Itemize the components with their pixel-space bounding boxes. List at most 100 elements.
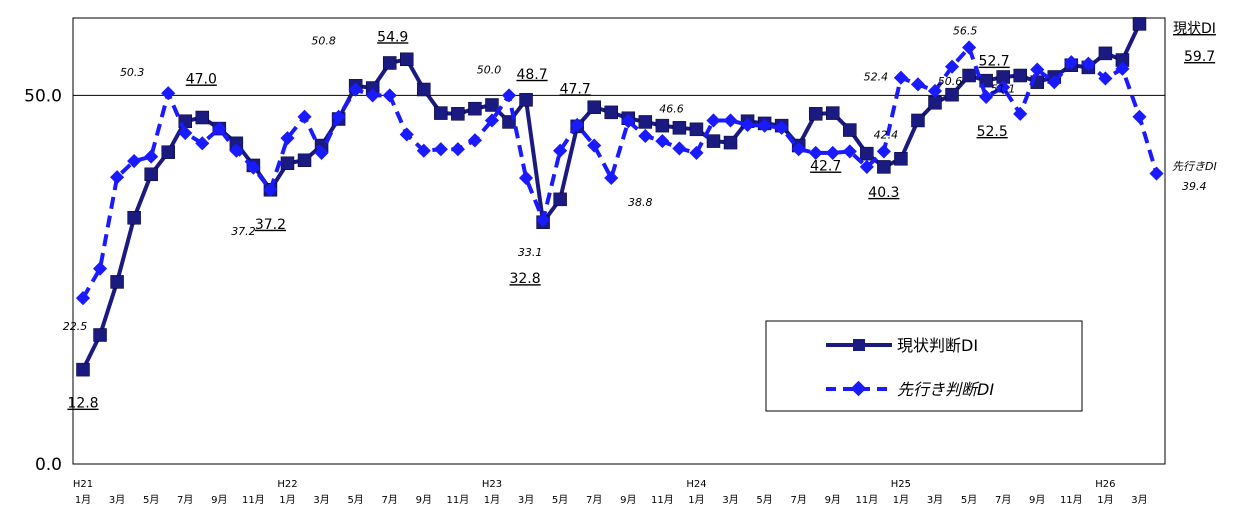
data-point-outlook	[518, 170, 534, 186]
data-label-current: 47.0	[186, 72, 217, 88]
x-tick-month-label: 3月	[927, 494, 943, 506]
data-label-current: 52.5	[977, 124, 1008, 140]
legend: 現状判断DI 先行き判断DI	[765, 320, 1083, 412]
data-point-outlook	[1030, 62, 1045, 77]
y-tick-label: 0.0	[35, 455, 62, 475]
x-tick-month-label: 3月	[109, 494, 125, 506]
x-tick-month-label: 5月	[961, 494, 977, 506]
data-point-outlook	[723, 113, 738, 128]
data-label-outlook: 50.8	[311, 35, 336, 48]
data-point-outlook	[263, 182, 278, 197]
series-line-1	[81, 45, 1159, 300]
x-tick-year-label: H25	[891, 479, 911, 490]
data-point-outlook	[672, 141, 687, 156]
x-tick-month-label: 1月	[279, 494, 295, 506]
x-tick-month-label: 7月	[586, 494, 602, 506]
data-label-outlook: 50.0	[477, 63, 502, 76]
x-tick-month-label: 11月	[1060, 494, 1083, 506]
data-point-outlook	[621, 114, 636, 129]
data-point-current	[451, 107, 465, 121]
data-point-outlook	[1064, 55, 1079, 70]
data-point-outlook	[365, 88, 380, 103]
x-tick-month-label: 1月	[893, 494, 909, 506]
data-label-current: 54.9	[377, 29, 408, 45]
data-label-outlook: 33.1	[518, 246, 543, 259]
end-label-outlook-value: 39.4	[1182, 180, 1207, 193]
data-point-current	[808, 107, 823, 121]
y-tick-label: 50.0	[24, 86, 62, 106]
data-point-current	[1098, 46, 1113, 61]
x-tick-month-label: 7月	[995, 494, 1011, 506]
data-point-outlook	[314, 145, 329, 160]
x-tick-year-label: H22	[277, 479, 297, 490]
data-point-outlook	[587, 138, 602, 153]
data-point-outlook	[144, 149, 159, 164]
data-point-outlook	[876, 144, 891, 159]
data-label-outlook: 56.5	[953, 24, 978, 37]
data-point-outlook	[757, 118, 772, 133]
data-point-current	[723, 135, 738, 150]
data-point-current	[417, 82, 431, 97]
x-tick-month-label: 1月	[688, 494, 704, 506]
data-point-outlook	[536, 212, 551, 228]
data-point-current	[144, 167, 158, 182]
data-point-current	[843, 123, 857, 137]
data-point-current	[604, 105, 618, 120]
x-tick-month-label: 11月	[447, 494, 470, 506]
data-point-outlook	[842, 144, 857, 159]
data-point-outlook	[280, 131, 295, 146]
data-point-outlook	[944, 59, 960, 74]
data-label-outlook: 22.5	[63, 320, 88, 333]
data-point-outlook	[1047, 75, 1062, 90]
data-point-current	[400, 52, 414, 67]
x-tick-month-label: 9月	[211, 494, 227, 506]
data-point-outlook	[399, 127, 414, 142]
data-point-outlook	[178, 125, 193, 141]
data-point-outlook	[927, 83, 943, 99]
data-point-current	[76, 362, 90, 377]
data-point-outlook	[127, 153, 142, 169]
x-axis-ticks: 1月 3月 5月 7月 9月 11月 1月 3月 5月 7月 9月 11月 1月 3月 5月 7月 9月 11月 1…	[73, 479, 1148, 506]
x-tick-month-label: 3月	[518, 494, 534, 506]
data-point-current	[1013, 68, 1027, 83]
data-point-current	[161, 145, 175, 159]
x-tick-month-label: 7月	[790, 494, 806, 506]
data-point-outlook	[638, 128, 653, 144]
data-point-current	[587, 100, 601, 114]
data-label-current: 47.7	[560, 81, 591, 97]
data-point-current	[485, 98, 499, 112]
x-tick-month-label: 1月	[1097, 494, 1113, 506]
x-tick-year-label: H21	[73, 479, 93, 490]
data-label-current: 12.8	[67, 396, 98, 412]
data-point-outlook	[706, 113, 721, 128]
x-tick-year-label: H26	[1095, 479, 1115, 490]
data-point-current	[672, 121, 687, 135]
data-point-outlook	[246, 160, 261, 175]
data-point-current	[826, 106, 840, 120]
data-label-outlook: 52.4	[864, 71, 889, 84]
data-point-outlook	[604, 170, 619, 186]
data-label-outlook: 42.4	[874, 128, 899, 141]
data-labels: 12.8 47.0 37.2 54.9 48.7 32.8 47.7 42.7 40.3 52.7…	[63, 24, 1016, 411]
data-point-current	[945, 87, 959, 102]
x-tick-month-label: 1月	[484, 494, 500, 506]
x-tick-month-label: 9月	[620, 494, 636, 506]
data-point-outlook	[1132, 109, 1147, 124]
data-point-outlook	[996, 80, 1011, 95]
data-point-current	[195, 110, 210, 125]
data-label-outlook: 46.6	[659, 102, 684, 115]
x-tick-month-label: 11月	[242, 494, 265, 506]
data-point-outlook	[570, 117, 585, 132]
legend-label-outlook: 先行き判断DI	[897, 380, 994, 399]
data-point-outlook	[962, 40, 977, 55]
data-point-outlook	[484, 113, 500, 128]
data-point-outlook	[553, 143, 568, 158]
data-point-current	[382, 56, 397, 70]
data-point-current	[110, 275, 124, 289]
data-point-outlook	[212, 121, 227, 136]
end-label-current: 現状DI 59.7	[1173, 21, 1216, 65]
data-point-current	[655, 118, 670, 133]
data-point-outlook	[450, 142, 465, 157]
x-tick-month-label: 5月	[552, 494, 568, 506]
data-label-current: 40.3	[868, 185, 899, 201]
